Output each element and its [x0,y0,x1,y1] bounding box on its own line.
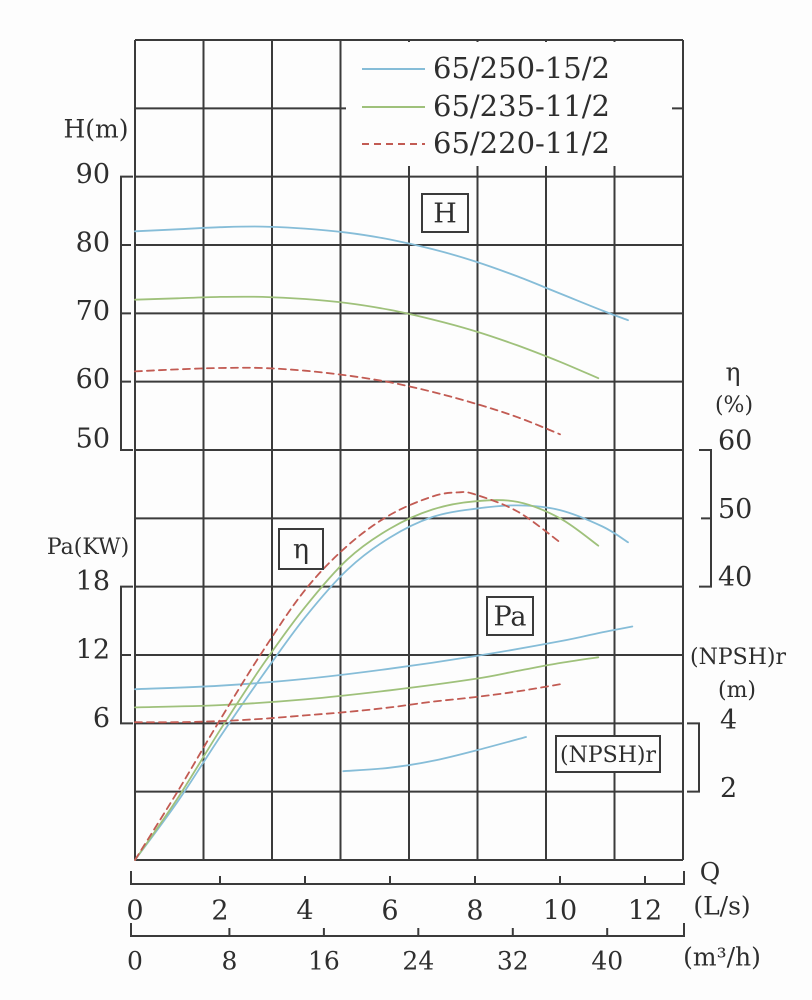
q-m3h-tick: 32 [497,947,529,976]
legend-label-65-235-11-2: 65/235-11/2 [433,89,610,123]
curve-Pa-65/220-11/2 [134,682,566,724]
annotation-npsh: (NPSH)r [555,735,661,773]
pa-axis-title: Pa(KW) [47,535,129,560]
npsh-axis-bracket [687,722,700,793]
eta-axis-tick: 60 [718,426,752,457]
curve-eta-65/250-15/2 [134,504,629,861]
curve-H-65/235-11/2 [134,295,600,380]
annotation-H-label: H [433,199,457,230]
annotation-Pa: Pa [486,596,534,636]
eta-axis-tick: 50 [718,494,752,525]
legend: 65/250-15/2 65/235-11/2 65/220-11/2 [362,51,610,160]
q-ls-tick: 6 [381,896,398,927]
annotation-npsh-label: (NPSH)r [560,743,656,768]
q-axis-title: Q [700,858,721,887]
curve-npsh-65/250-15/2 [342,736,527,773]
q-ls-tick: 0 [126,896,143,927]
curves [134,225,634,861]
curve-eta-65/235-11/2 [134,499,600,861]
eta-axis-unit: (%) [715,393,753,418]
q-m3h-tick: 16 [308,947,340,976]
pa-axis-tick: 12 [76,634,110,665]
q-m3h-tick: 8 [221,947,237,976]
eta-axis-tick: 40 [718,562,752,593]
h-axis-tick: 50 [76,423,110,454]
q-m3h-tick: 40 [591,947,623,976]
annotation-Pa-label: Pa [493,602,526,633]
eta-axis-title: η [726,358,741,387]
legend-label-65-250-15-2: 65/250-15/2 [433,51,610,85]
annotation-H: H [421,193,469,233]
h-axis-tick: 70 [76,296,110,327]
q-ls-tick: 10 [543,896,577,927]
annotation-eta-box [278,528,324,570]
q-ls-tick: 2 [211,896,228,927]
h-axis-bracket [120,175,133,451]
curve-eta-65/220-11/2 [134,491,561,861]
npsh-axis-title: (NPSH)r [690,645,786,670]
h-axis-tick: 90 [76,159,110,190]
q-ls-tick: 4 [296,896,313,927]
q-ruler-ls [130,871,685,885]
annotation-npsh-box [555,735,661,773]
npsh-axis-tick: 4 [720,705,737,736]
pa-axis-tick: 18 [76,566,110,597]
annotation-eta-label: η [293,535,309,566]
curve-H-65/250-15/2 [134,225,629,322]
q-m3h-tick: 0 [127,947,143,976]
q-axis-unit-m3h: (m³/h) [683,943,761,972]
annotation-H-box [421,193,469,233]
annotation-eta: η [278,528,324,570]
curve-H-65/220-11/2 [134,366,561,436]
annotation-Pa-box [486,596,534,636]
pa-axis-tick: 6 [93,703,110,734]
axis-brackets-and-rulers [120,175,712,937]
eta-axis-bracket [699,449,712,588]
npsh-axis-unit: (m) [718,678,756,703]
q-m3h-tick: 24 [402,947,434,976]
npsh-axis-tick: 2 [720,773,737,804]
q-axis-unit-ls: (L/s) [693,892,750,921]
h-axis-tick: 80 [76,228,110,259]
q-ls-tick: 12 [628,896,662,927]
q-ruler-m3h [130,923,685,937]
curve-Pa-65/235-11/2 [134,656,600,709]
legend-label-65-220-11-2: 65/220-11/2 [433,126,610,160]
q-ls-tick: 8 [466,896,483,927]
legend-background [346,42,672,166]
h-axis-tick: 60 [76,364,110,395]
h-axis-title: H(m) [63,115,128,144]
pa-axis-bracket [120,585,133,725]
curve-Pa-65/250-15/2 [134,625,634,691]
